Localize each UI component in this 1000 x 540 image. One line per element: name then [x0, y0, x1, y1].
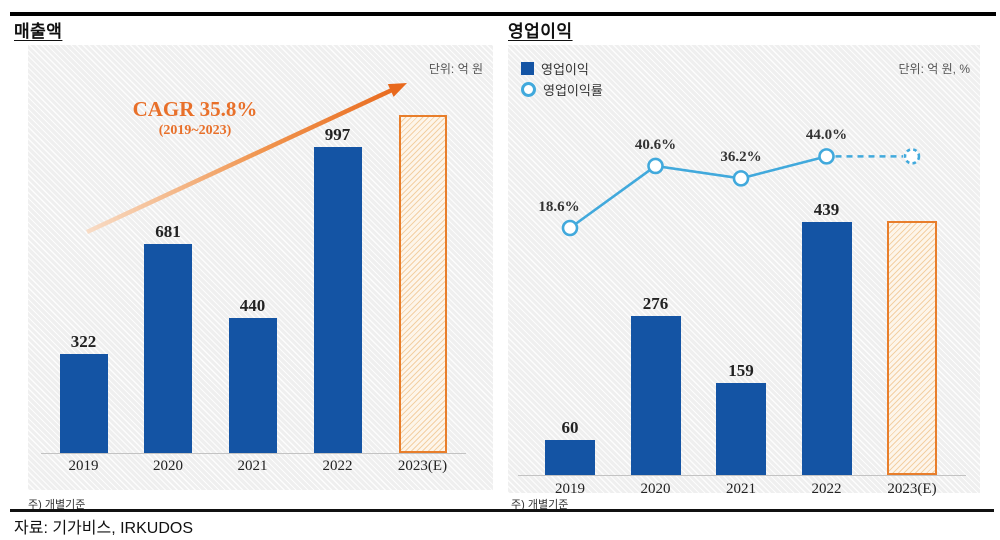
- operating-profit-chart-panel: 단위: 억 원, % 영업이익 영업이익률 60 2019 276 2020 159 20…: [508, 45, 980, 497]
- margin-point-label-2019: 18.6%: [538, 199, 580, 215]
- revenue-chart-panel: 단위: 억 원 CAGR 35.8% (2019~2023) 322 2019 68…: [28, 45, 493, 490]
- left-chart-note: 주) 개별기준: [28, 499, 86, 511]
- bar-series-swatch-icon: [521, 62, 534, 75]
- bar-2020: [630, 316, 681, 475]
- bar-value-label-2021: 159: [728, 361, 754, 380]
- legend-label-operating-profit: 영업이익: [541, 62, 589, 77]
- bar-2019: [59, 354, 108, 453]
- legend-item-operating-profit: 영업이익: [521, 58, 603, 79]
- margin-point-label-2021: 36.2%: [720, 149, 762, 166]
- margin-line-solid: [569, 155, 827, 230]
- x-axis-label-2020: 2020: [640, 481, 671, 497]
- revenue-unit-label: 단위: 억 원: [428, 62, 483, 76]
- bottom-rule: [10, 509, 994, 512]
- legend: 영업이익 영업이익률: [521, 58, 603, 100]
- bar-value-label-2019: 322: [70, 332, 97, 351]
- bar-value-label-2019: 60: [561, 418, 579, 437]
- cagr-arrow: [86, 83, 407, 235]
- x-axis-label-2020: 2020: [153, 458, 183, 474]
- legend-item-operating-margin: 영업이익률: [521, 79, 603, 100]
- bar-2022: [313, 147, 362, 453]
- bar-2023(E): [398, 115, 447, 453]
- bar-2019: [545, 440, 595, 475]
- bar-2022: [801, 222, 852, 475]
- x-axis-label-2021: 2021: [237, 458, 268, 474]
- bar-value-label-2020: 681: [155, 222, 181, 241]
- margin-marker-2022: [818, 148, 835, 165]
- x-axis-label-2019: 2019: [68, 458, 99, 474]
- operating-profit-unit-label: 단위: 억 원, %: [898, 62, 970, 76]
- bar-2021: [228, 318, 277, 453]
- source-line: 자료: 기가비스, IRKUDOS: [14, 520, 193, 537]
- top-rule: [10, 12, 996, 16]
- bar-value-label-2022: 439: [813, 200, 840, 219]
- margin-point-label-2020: 40.6%: [634, 136, 677, 153]
- bar-2021: [716, 383, 766, 475]
- margin-marker-2021: [732, 170, 750, 187]
- right-chart-title: 영업이익: [508, 22, 573, 41]
- x-axis-label-2023(E): 2023(E): [887, 481, 937, 497]
- x-axis-label-2023(E): 2023(E): [397, 458, 448, 474]
- x-axis-label-2022: 2022: [322, 458, 353, 474]
- operating-profit-x-axis: [518, 475, 966, 477]
- bar-2020: [144, 244, 192, 453]
- margin-point-label-2022: 44.0%: [805, 127, 848, 144]
- cagr-annotation: CAGR 35.8% (2019~2023): [110, 97, 280, 139]
- margin-marker-2019: [561, 219, 579, 237]
- margin-marker-2020: [647, 157, 664, 175]
- cagr-annotation-main: CAGR 35.8%: [132, 97, 258, 121]
- bar-value-label-2022: 997: [324, 125, 351, 144]
- x-axis-label-2022: 2022: [811, 481, 842, 497]
- legend-label-operating-margin: 영업이익률: [543, 83, 603, 98]
- left-chart-title: 매출액: [14, 22, 63, 41]
- bar-value-label-2020: 276: [642, 294, 669, 313]
- margin-marker-2023(E): [903, 148, 921, 165]
- line-series-marker-icon: [521, 82, 536, 97]
- x-axis-label-2019: 2019: [555, 481, 585, 497]
- x-axis-label-2021: 2021: [726, 481, 756, 497]
- bar-2023(E): [887, 221, 937, 475]
- revenue-x-axis: [41, 453, 466, 455]
- cagr-annotation-sub: (2019~2023): [158, 123, 232, 138]
- right-chart-note: 주) 개별기준: [511, 499, 569, 511]
- bar-value-label-2021: 440: [239, 296, 266, 315]
- operating-margin-line: [561, 148, 921, 237]
